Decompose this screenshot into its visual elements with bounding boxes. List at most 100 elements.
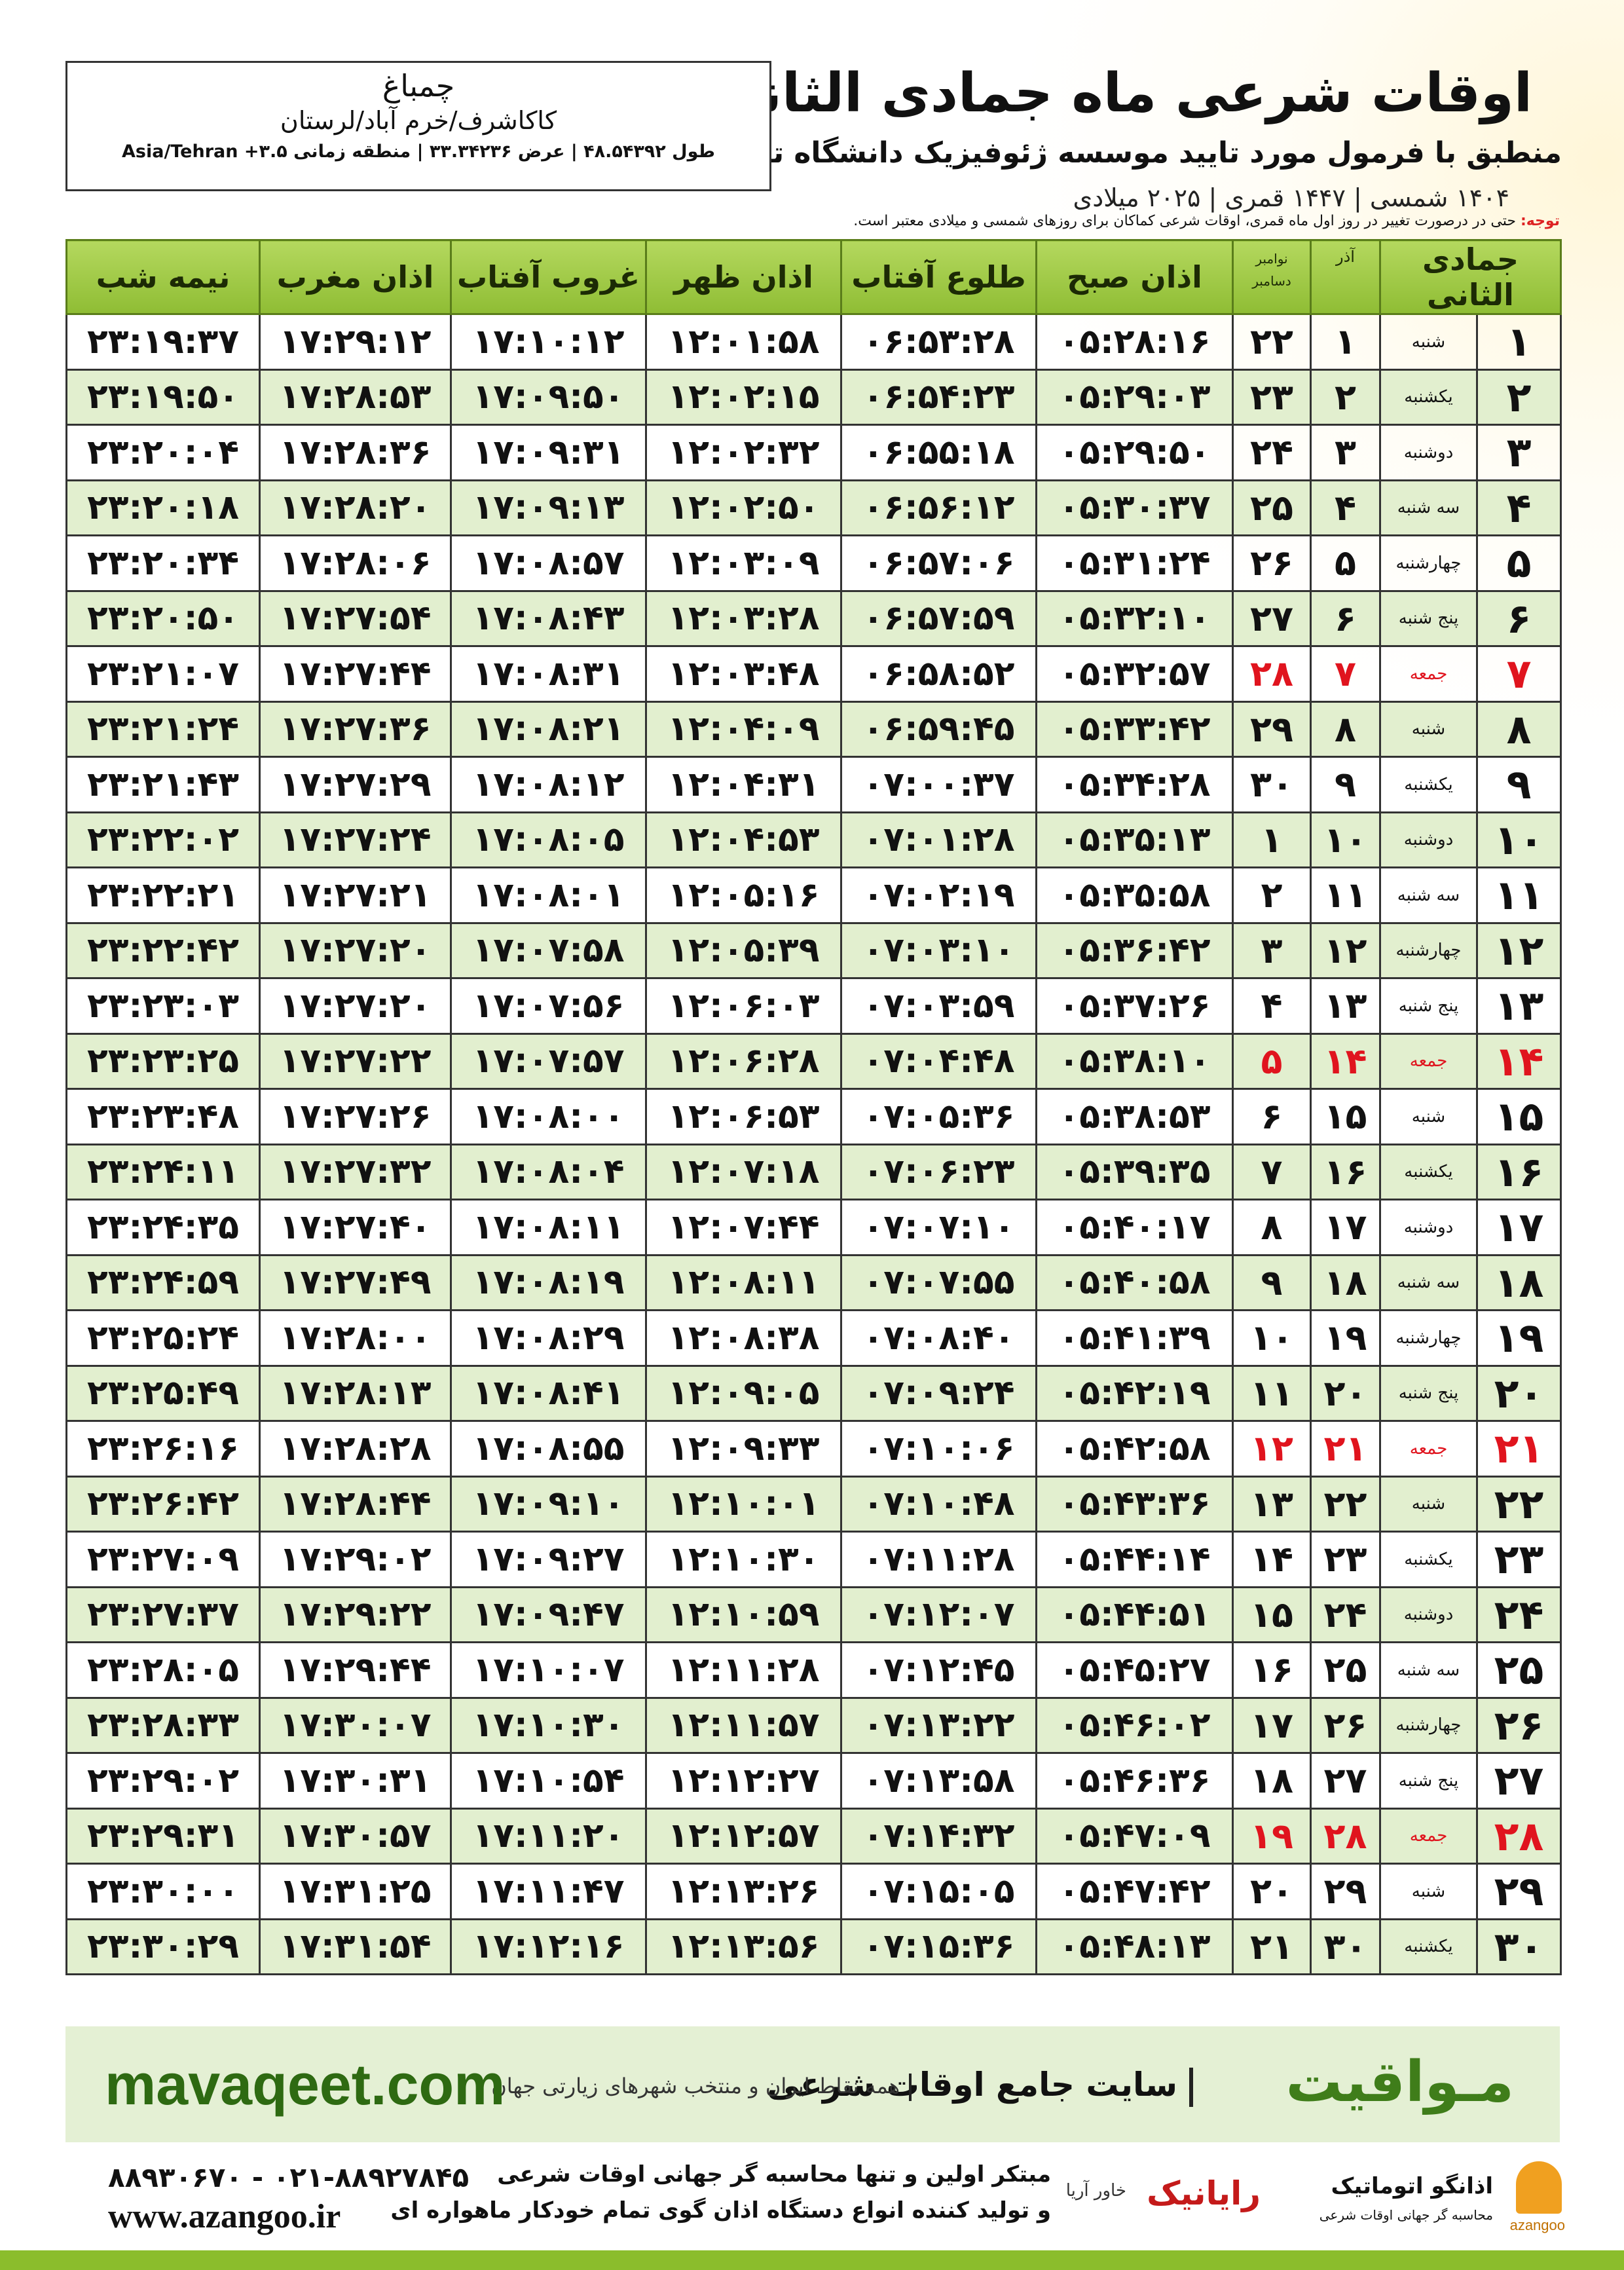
cell: پنج شنبه <box>1378 1752 1479 1810</box>
cell: ۲۳ <box>1232 368 1312 426</box>
cell: ۰۵:۴۸:۱۳ <box>1035 1918 1234 1975</box>
cell: سه شنبه <box>1378 866 1479 924</box>
cell: ۲۳:۲۳:۴۸ <box>65 1088 261 1145</box>
cell: ۱۲:۱۰:۵۹ <box>645 1586 842 1643</box>
cell: ۱۰ <box>1476 811 1562 868</box>
cell: ۱۷:۲۹:۲۲ <box>259 1586 452 1643</box>
cell: ۰۷:۰۸:۴۰ <box>840 1309 1037 1367</box>
cell: ۱۷:۳۱:۲۵ <box>259 1863 452 1920</box>
phones: ۰۲۱-۸۸۹۲۷۸۴۵ - ۸۸۹۳۰۶۷۰ <box>108 2161 470 2193</box>
cell: ۰۶:۵۸:۵۲ <box>840 645 1037 703</box>
cell: ۲۳:۲۹:۳۱ <box>65 1807 261 1865</box>
cell: ۱۲:۰۶:۲۸ <box>645 1032 842 1090</box>
table-row: ۱۱ سه شنبه ۱۱ ۲ ۰۵:۳۵:۵۸ ۰۷:۰۲:۱۹ ۱۲:۰۵:۱۶ ۱۷:۰… <box>65 866 1562 924</box>
cell: پنج شنبه <box>1378 589 1479 647</box>
cell: ۰۵:۲۹:۰۳ <box>1035 368 1234 426</box>
cell: ۶ <box>1310 589 1381 647</box>
cell: ۲۳ <box>1476 1531 1562 1588</box>
cell: ۲۱ <box>1476 1420 1562 1478</box>
cell: ۱۵ <box>1232 1586 1312 1643</box>
cell: ۱۳ <box>1476 977 1562 1035</box>
cell: ۲۸ <box>1476 1807 1562 1865</box>
stripe <box>0 2250 1624 2270</box>
cell: ۱۷:۰۸:۱۹ <box>450 1254 647 1311</box>
cell: ۵ <box>1232 1032 1312 1090</box>
cell: ۵ <box>1310 534 1381 592</box>
cell: ۱۸ <box>1232 1752 1312 1810</box>
location-name: چمباغ <box>382 68 455 103</box>
cell: ۳ <box>1476 424 1562 481</box>
cell: ۱۷:۲۸:۰۶ <box>259 534 452 592</box>
cell: ۰۶:۵۷:۵۹ <box>840 589 1037 647</box>
table-row: ۲۰ پنج شنبه ۲۰ ۱۱ ۰۵:۴۲:۱۹ ۰۷:۰۹:۲۴ ۱۲:۰۹:۰۵ ۱۷… <box>65 1364 1562 1422</box>
url[interactable]: mavaqeet.com <box>105 2052 506 2117</box>
cell: ۱۳ <box>1310 977 1381 1035</box>
cell: ۰۷:۱۵:۰۵ <box>840 1863 1037 1920</box>
cell: ۰۵:۴۲:۱۹ <box>1035 1364 1234 1422</box>
cell: یکشنبه <box>1378 756 1479 813</box>
cell: ۱۷:۲۸:۴۴ <box>259 1475 452 1533</box>
cell: ۲۶ <box>1310 1696 1381 1754</box>
cell: ۱۵ <box>1476 1088 1562 1145</box>
cell: ۰۵:۳۸:۵۳ <box>1035 1088 1234 1145</box>
cell: ۰۵:۳۴:۲۸ <box>1035 756 1234 813</box>
cell: ۰۷:۱۴:۳۲ <box>840 1807 1037 1865</box>
website[interactable]: www.azangoo.ir <box>108 2198 341 2235</box>
cell: ۲۲ <box>1310 1475 1381 1533</box>
cell: جمعه <box>1378 1032 1479 1090</box>
cell: ۱۲ <box>1310 921 1381 979</box>
column-header: اذان مغرب <box>259 239 452 315</box>
cell: ۱۲:۱۱:۲۸ <box>645 1641 842 1699</box>
cell: ۰۶:۵۴:۲۳ <box>840 368 1037 426</box>
cell: ۱۲:۱۲:۲۷ <box>645 1752 842 1810</box>
cell: ۲۳:۲۱:۲۴ <box>65 700 261 758</box>
cell: ۱۷:۰۷:۵۷ <box>450 1032 647 1090</box>
cell: ۲۳:۲۵:۲۴ <box>65 1309 261 1367</box>
cell: ۱۷:۰۹:۴۷ <box>450 1586 647 1643</box>
cell: ۱۹ <box>1476 1309 1562 1367</box>
footer-line: مبتکر اولین و تنها محاسبه گر جهانی اوقات… <box>497 2161 1051 2187</box>
cell: ۲ <box>1476 368 1562 426</box>
cell: ۲۳:۲۱:۰۷ <box>65 645 261 703</box>
cell: ۱۴ <box>1476 1032 1562 1090</box>
cell: ۹ <box>1232 1254 1312 1311</box>
cell: ۰۵:۴۱:۳۹ <box>1035 1309 1234 1367</box>
cell: ۲۳:۲۳:۲۵ <box>65 1032 261 1090</box>
table-row: ۱۹ چهارشنبه ۱۹ ۱۰ ۰۵:۴۱:۳۹ ۰۷:۰۸:۴۰ ۱۲:۰۸:۳۸ ۱۷… <box>65 1309 1562 1367</box>
cell: ۱۲:۰۵:۳۹ <box>645 921 842 979</box>
cell: ۱۵ <box>1310 1088 1381 1145</box>
cell: ۱۱ <box>1310 866 1381 924</box>
cell: ۱۲:۰۳:۴۸ <box>645 645 842 703</box>
table-row: ۲۳ یکشنبه ۲۳ ۱۴ ۰۵:۴۴:۱۴ ۰۷:۱۱:۲۸ ۱۲:۱۰:۳۰ ۱۷:۰… <box>65 1531 1562 1588</box>
cell: ۱۲:۱۲:۵۷ <box>645 1807 842 1865</box>
cell: ۰۶:۵۵:۱۸ <box>840 424 1037 481</box>
cell: ۱۷:۰۸:۴۳ <box>450 589 647 647</box>
cell: ۰۷:۰۶:۲۳ <box>840 1143 1037 1200</box>
cell: چهارشنبه <box>1378 1309 1479 1367</box>
cell: ۱۷:۳۰:۳۱ <box>259 1752 452 1810</box>
cell: ۲۸ <box>1310 1807 1381 1865</box>
cell: ۰۷:۰۳:۵۹ <box>840 977 1037 1035</box>
cell: ۱۷:۱۰:۳۰ <box>450 1696 647 1754</box>
cell: ۱۷:۰۹:۵۰ <box>450 368 647 426</box>
cell: ۱۷:۲۷:۲۱ <box>259 866 452 924</box>
cell: ۱۶ <box>1310 1143 1381 1200</box>
cell: ۱۷:۲۸:۲۰ <box>259 479 452 536</box>
table-row: ۲۴ دوشنبه ۲۴ ۱۵ ۰۵:۴۴:۵۱ ۰۷:۱۲:۰۷ ۱۲:۱۰:۵۹ ۱۷:۰… <box>65 1586 1562 1643</box>
cell: ۲۰ <box>1476 1364 1562 1422</box>
cell: ۰۶:۵۹:۴۵ <box>840 700 1037 758</box>
cell: چهارشنبه <box>1378 534 1479 592</box>
brand-sub: محاسبه گر جهانی اوقات شرعی <box>1319 2207 1493 2223</box>
cell: شنبه <box>1378 700 1479 758</box>
cell: دوشنبه <box>1378 1586 1479 1643</box>
cell: شنبه <box>1378 1088 1479 1145</box>
table-row: ۲۶ چهارشنبه ۲۶ ۱۷ ۰۵:۴۶:۰۲ ۰۷:۱۳:۲۲ ۱۲:۱۱:۵۷ ۱۷… <box>65 1696 1562 1754</box>
cell: ۱۷:۲۹:۰۲ <box>259 1531 452 1588</box>
cell: ۱۷:۱۱:۲۰ <box>450 1807 647 1865</box>
brand-icon <box>1516 2161 1562 2214</box>
cell: ۱۲:۰۹:۰۵ <box>645 1364 842 1422</box>
brand-latin: azangoo <box>1509 2217 1565 2233</box>
cell: ۸ <box>1476 700 1562 758</box>
cell: ۱۷:۱۰:۰۷ <box>450 1641 647 1699</box>
